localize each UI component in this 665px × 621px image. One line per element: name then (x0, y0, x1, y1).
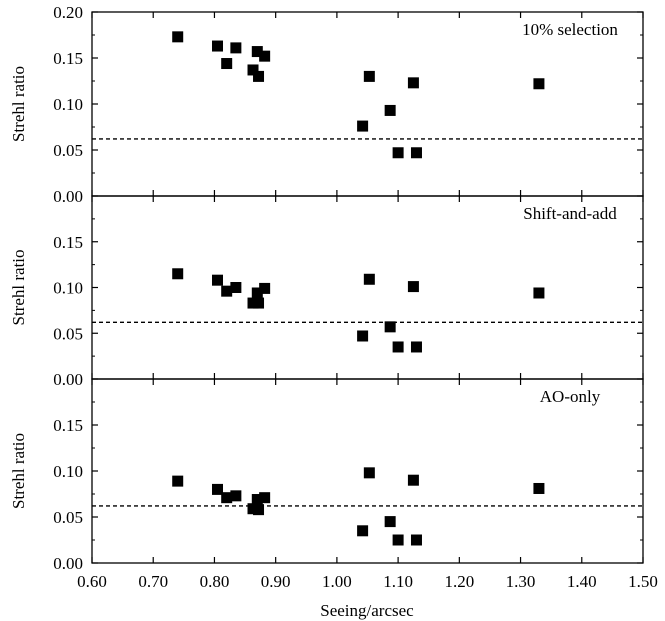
data-point (384, 321, 396, 333)
ytick-label: 0.10 (53, 279, 83, 298)
data-point (247, 64, 259, 76)
xtick-label: 1.10 (383, 572, 413, 591)
data-point (392, 341, 404, 353)
data-point (172, 31, 184, 43)
xtick-label: 0.80 (200, 572, 230, 591)
data-point (392, 147, 404, 159)
data-point (221, 285, 233, 297)
data-point (363, 70, 375, 82)
xtick-label: 1.00 (322, 572, 352, 591)
data-point (230, 42, 242, 54)
data-point (259, 282, 271, 294)
xtick-label: 1.30 (506, 572, 536, 591)
ytick-label: 0.10 (53, 462, 83, 481)
data-point (253, 504, 265, 516)
ytick-label: 0.15 (53, 416, 83, 435)
data-point (212, 40, 224, 52)
panel-frame-2 (91, 195, 644, 380)
data-point (363, 467, 375, 479)
data-point (251, 494, 263, 506)
panel-label: Shift-and-add (523, 204, 617, 223)
data-point (407, 281, 419, 293)
panel-labels: 10% selection Shift-and-add AO-only (522, 20, 618, 406)
data-point (407, 474, 419, 486)
panel-label: 10% selection (522, 20, 618, 39)
data-point (230, 282, 242, 293)
y-axis-title: Strehl ratio (9, 433, 28, 509)
plot-frames (91, 11, 644, 564)
panel-label: AO-only (540, 387, 601, 406)
data-point (363, 273, 375, 285)
data-point (357, 525, 369, 537)
y-tick-labels: 0.00 0.05 0.10 0.15 0.20 0.00 0.05 0.10 0.15 0.00… (53, 3, 83, 573)
data-markers (172, 31, 545, 546)
data-point (253, 70, 265, 82)
data-point (533, 78, 545, 90)
ytick-label: 0.10 (53, 95, 83, 114)
data-point (384, 104, 396, 116)
ytick-label: 0.15 (53, 233, 83, 252)
ytick-label: 0.20 (53, 3, 83, 22)
xtick-label: 1.50 (628, 572, 658, 591)
data-point (251, 46, 263, 58)
xtick-label: 1.20 (444, 572, 474, 591)
ytick-label: 0.05 (53, 324, 83, 343)
data-point (410, 147, 422, 159)
xtick-label: 0.60 (77, 572, 107, 591)
x-tick-labels: 0.60 0.70 0.80 0.90 1.00 1.10 1.20 1.30 1.40 1.50 (77, 572, 658, 591)
data-point (172, 268, 184, 280)
data-point (384, 516, 396, 528)
data-point (410, 534, 422, 546)
data-point (247, 503, 259, 515)
y-axis-titles: Strehl ratio Strehl ratio Strehl ratio (9, 66, 28, 509)
ytick-label: 0.00 (53, 187, 83, 206)
data-point (533, 482, 545, 494)
ytick-label: 0.05 (53, 141, 83, 160)
data-point (247, 297, 259, 309)
data-point (533, 287, 545, 299)
xtick-label: 0.90 (261, 572, 291, 591)
x-axis-title: Seeing/arcsec (320, 601, 414, 620)
data-point (251, 287, 263, 299)
data-point (221, 492, 233, 504)
y-axis-title: Strehl ratio (9, 249, 28, 325)
data-point (212, 274, 224, 286)
ytick-label: 0.05 (53, 508, 83, 527)
data-point (392, 534, 404, 546)
ytick-label: 0.15 (53, 49, 83, 68)
y-axis-title: Strehl ratio (9, 66, 28, 142)
data-point (221, 58, 233, 70)
ytick-label: 0.00 (53, 554, 83, 573)
data-point (212, 483, 224, 495)
data-point (259, 492, 271, 504)
data-point (357, 330, 369, 342)
data-point (230, 490, 242, 502)
xtick-label: 1.40 (567, 572, 597, 591)
threshold-lines (92, 138, 643, 507)
data-point (253, 297, 265, 309)
data-point (172, 475, 184, 487)
ytick-label: 0.00 (53, 370, 83, 389)
data-point (407, 77, 419, 89)
xtick-label: 0.70 (138, 572, 168, 591)
data-point (259, 50, 271, 62)
data-point (410, 341, 422, 353)
data-point (357, 120, 369, 132)
